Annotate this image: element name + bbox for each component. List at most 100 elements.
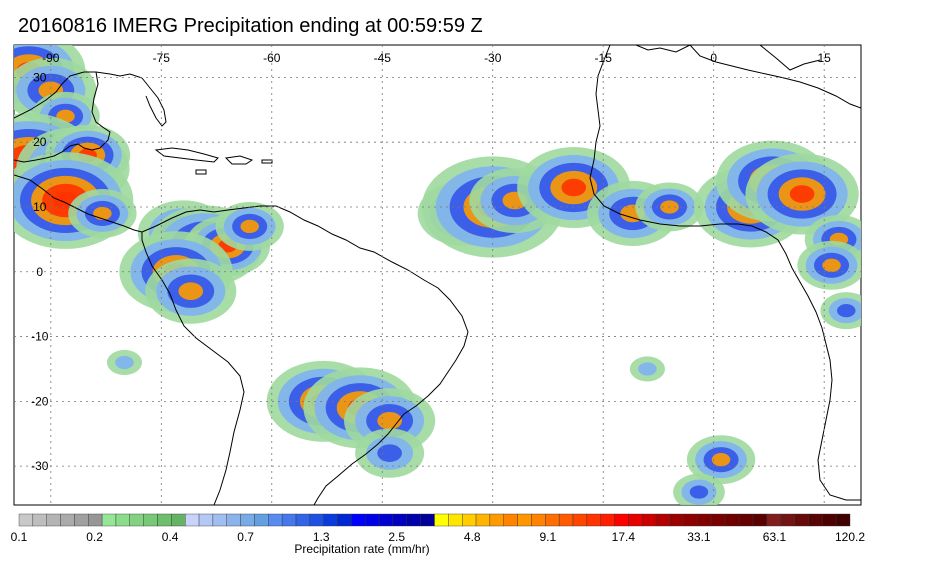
lon-tick-label: 0	[710, 51, 717, 65]
coastline-hispaniola	[224, 155, 254, 165]
colorbar-swatch	[711, 513, 726, 527]
colorbar-tick-label: 63.1	[763, 530, 787, 544]
colorbar-swatch	[32, 513, 47, 527]
precip-cell	[629, 356, 665, 382]
lon-tick-label: -30	[484, 51, 502, 65]
colorbar-swatch	[18, 513, 34, 527]
axis-labels: -90 -75 -60 -45 -30 -15 0 15 30 20 10 0 -10 -20 -30	[31, 51, 831, 473]
colorbar-swatch	[337, 513, 352, 527]
colorbar-tick-label: 0.2	[86, 530, 103, 544]
colorbar-tick-label: 0.1	[11, 530, 28, 544]
colorbar-swatch	[752, 513, 768, 527]
lon-tick-label: -75	[153, 51, 171, 65]
coastline-south-america	[141, 205, 469, 505]
lon-tick-label: -60	[263, 51, 281, 65]
colorbar-swatch	[642, 513, 657, 527]
colorbar-swatch	[157, 513, 172, 527]
colorbar-swatch	[545, 513, 560, 527]
lat-tick-label: -30	[31, 459, 49, 473]
colorbar-swatch	[198, 513, 214, 527]
colorbar-swatch	[794, 513, 809, 527]
colorbar-swatch	[226, 513, 241, 527]
colorbar-swatch	[683, 513, 698, 527]
lat-tick-label: 10	[33, 200, 47, 214]
colorbar-swatch	[808, 513, 823, 527]
precip-cell	[797, 240, 861, 290]
colorbar-tick-label: 4.8	[464, 530, 481, 544]
colorbar-swatch	[129, 513, 144, 527]
coastline-florida	[141, 77, 167, 127]
colorbar-tick-label: 0.4	[162, 530, 179, 544]
colorbar-swatch	[669, 513, 685, 527]
lat-tick-label: 0	[36, 265, 43, 279]
map-title: 20160816 IMERG Precipitation ending at 0…	[18, 15, 483, 37]
colorbar-swatch	[475, 513, 491, 527]
colorbar-tick-label: 1.3	[313, 530, 330, 544]
colorbar-swatch	[448, 513, 463, 527]
precip-cell	[673, 473, 725, 505]
lat-tick-label: 20	[33, 135, 47, 149]
coastline-north-america	[14, 71, 143, 233]
colorbar-swatch	[628, 513, 643, 527]
precipitation-layer	[14, 45, 861, 505]
precip-cell	[106, 349, 143, 376]
colorbar-tick-label: 120.2	[835, 530, 865, 544]
precip-cell	[215, 201, 284, 251]
lat-tick-label: 30	[33, 70, 47, 84]
colorbar-swatch	[420, 513, 435, 527]
colorbar-swatch	[766, 513, 781, 527]
colorbar-tick-label: 0.7	[237, 530, 254, 544]
colorbar-swatch	[101, 513, 117, 527]
colorbar-tick-label: 17.4	[612, 530, 636, 544]
precip-cell	[145, 258, 237, 324]
colorbar-swatch	[351, 513, 366, 527]
colorbar-swatch	[462, 513, 477, 527]
precip-cell	[68, 189, 137, 238]
colorbar-swatch	[268, 513, 283, 527]
colorbar-swatch	[739, 513, 754, 527]
colorbar-swatch	[780, 513, 795, 527]
colorbar-swatch	[309, 513, 324, 527]
colorbar-swatch	[60, 513, 75, 527]
colorbar-swatch	[822, 513, 837, 527]
colorbar-swatch	[295, 513, 311, 527]
colorbar-swatch	[212, 513, 227, 527]
lon-tick-label: -15	[595, 51, 613, 65]
colorbar-swatch	[517, 513, 532, 527]
colorbar-tick-label: 2.5	[388, 530, 405, 544]
colorbar-swatch	[572, 513, 588, 527]
colorbar-swatch	[434, 513, 449, 527]
coastlines	[14, 45, 861, 505]
colorbar-swatch	[323, 513, 338, 527]
lat-tick-label: -10	[31, 330, 49, 344]
colorbar-label: Precipitation rate (mm/hr)	[294, 542, 429, 556]
coastline-europe	[635, 45, 821, 71]
colorbar-swatch	[240, 513, 255, 527]
colorbar-swatch	[406, 513, 421, 527]
lon-tick-label: 15	[817, 51, 831, 65]
colorbar-swatch	[281, 513, 297, 527]
colorbar-swatch	[171, 513, 186, 527]
colorbar-swatch	[74, 513, 89, 527]
lon-tick-label: -90	[42, 51, 60, 65]
precip-cell	[355, 428, 425, 478]
coastline-cuba	[154, 147, 219, 163]
colorbar-swatch	[46, 513, 61, 527]
colorbar-tick-label: 9.1	[539, 530, 556, 544]
colorbar-tick-labels: 0.1 0.2 0.4 0.7 1.3 2.5 4.8 9.1 17.4 33.1 63.1 120.…	[11, 530, 866, 544]
colorbar-swatch	[503, 513, 518, 527]
colorbar-swatch	[586, 513, 601, 527]
colorbar-swatch	[655, 513, 671, 527]
colorbar-swatch	[88, 513, 103, 527]
colorbar-swatch	[378, 513, 394, 527]
colorbar-swatch	[600, 513, 615, 527]
coastline-puerto-rico	[261, 159, 273, 164]
colorbar-swatch	[489, 513, 504, 527]
lon-tick-label: -45	[374, 51, 392, 65]
colorbar-swatch	[184, 513, 200, 527]
colorbar-swatch	[558, 513, 574, 527]
precip-cell	[745, 153, 859, 235]
coastline-jamaica	[195, 169, 207, 175]
colorbar-swatch	[392, 513, 408, 527]
